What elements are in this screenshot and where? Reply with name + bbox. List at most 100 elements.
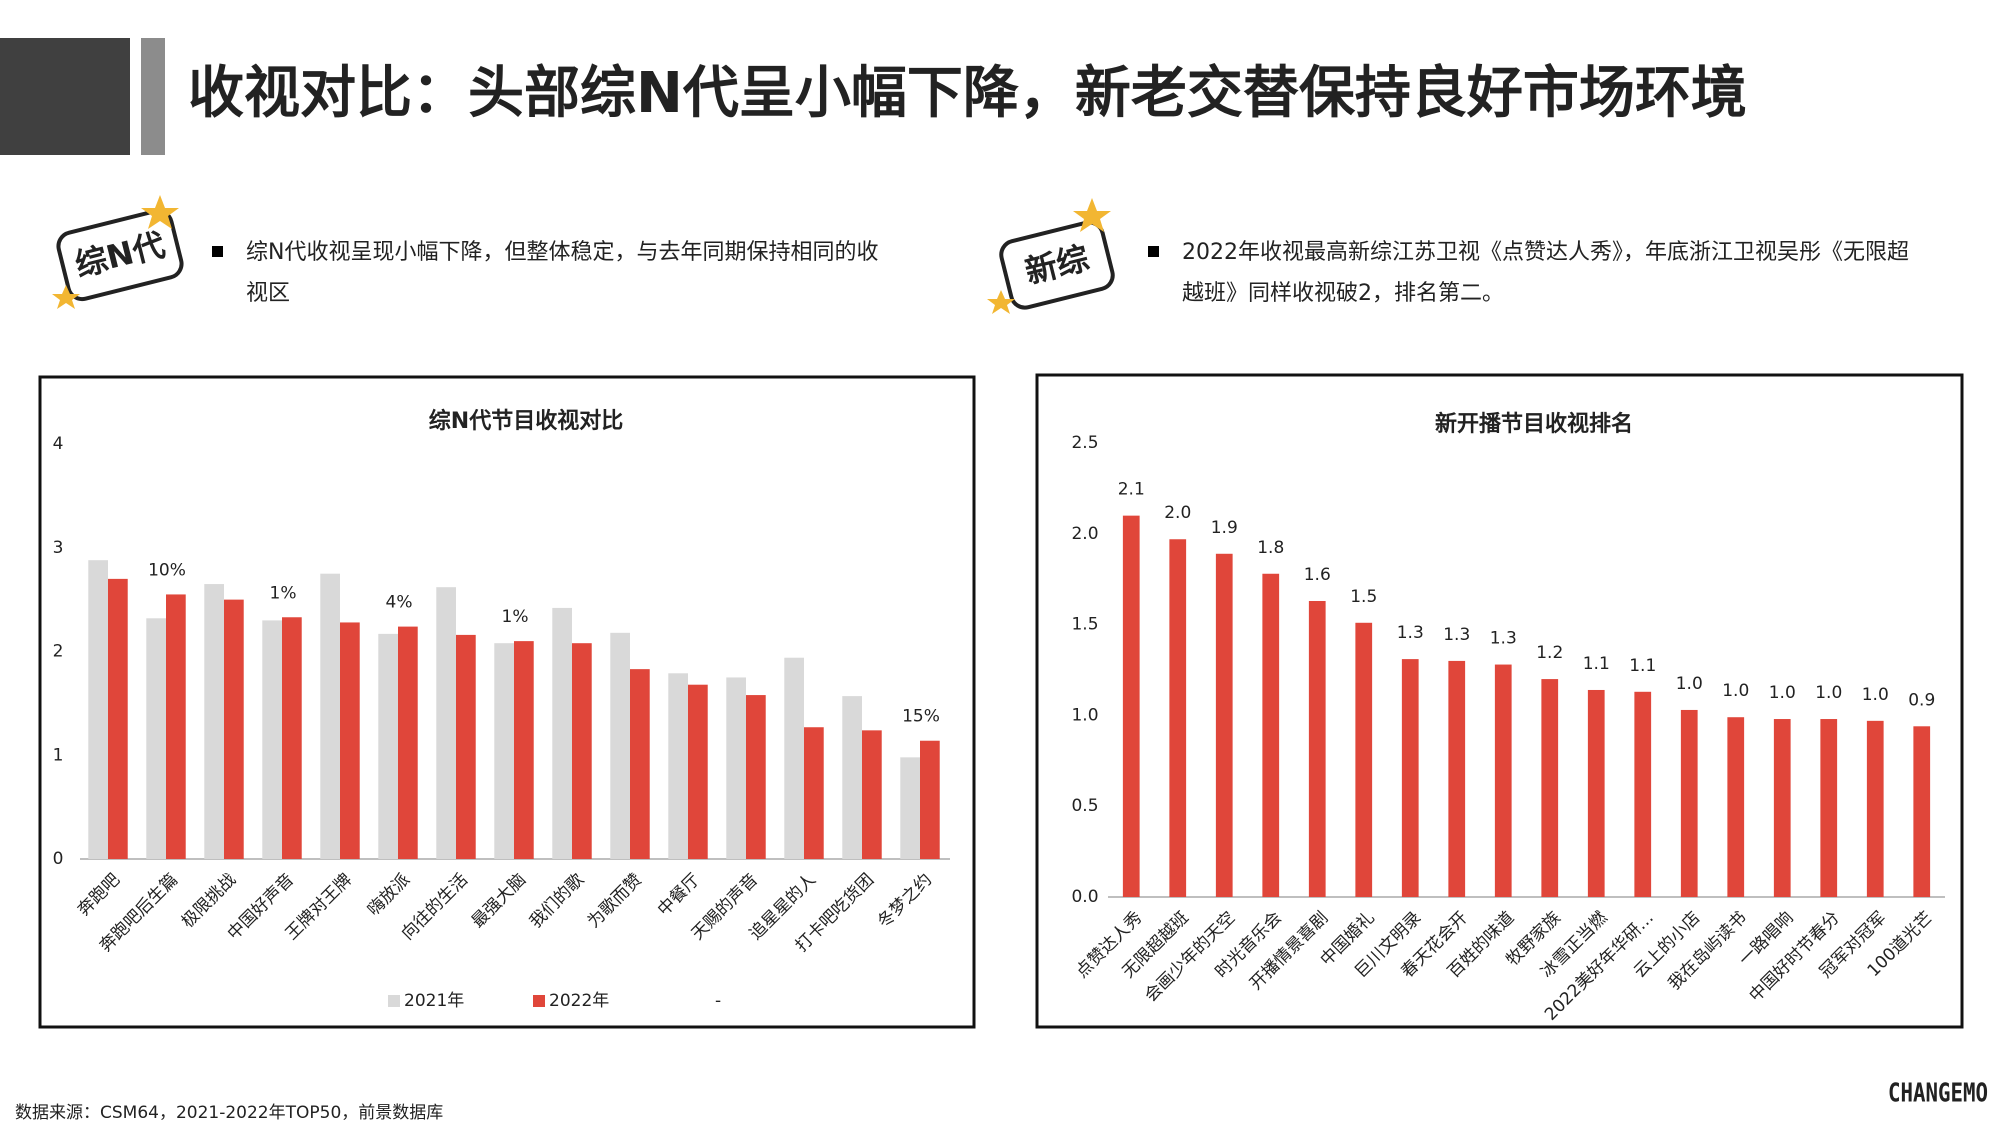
data-label: 0.9 bbox=[1908, 690, 1935, 710]
data-label: 1.0 bbox=[1815, 683, 1842, 703]
data-label: 1.6 bbox=[1304, 565, 1331, 585]
bar bbox=[320, 573, 340, 859]
chart-frame bbox=[1035, 373, 1964, 1029]
data-label: 1% bbox=[502, 607, 529, 627]
legend-label: 2022年 bbox=[549, 991, 609, 1011]
bar bbox=[340, 622, 360, 859]
x-tick-label: 中餐厅 bbox=[654, 870, 704, 920]
legend-label: - bbox=[715, 991, 721, 1011]
data-label: 1.0 bbox=[1722, 681, 1749, 701]
bar bbox=[630, 669, 650, 859]
bar bbox=[1308, 600, 1326, 897]
star bbox=[1073, 198, 1111, 232]
bar bbox=[282, 617, 302, 859]
data-label: 2.1 bbox=[1118, 480, 1145, 500]
chart-title: 新开播节目收视排名 bbox=[1435, 411, 1633, 437]
bar bbox=[1587, 689, 1605, 897]
bar bbox=[804, 727, 824, 859]
y-tick-label: 2 bbox=[53, 642, 64, 662]
bar bbox=[610, 632, 630, 859]
bar bbox=[108, 578, 128, 859]
note-text: 2022年收视最高新综江苏卫视《点赞达人秀》，年底浙江卫视吴彤《无限超 bbox=[1182, 240, 1909, 265]
chart-frame bbox=[38, 375, 976, 1029]
data-label: 1% bbox=[270, 583, 297, 603]
x-tick-label: 嗨放派 bbox=[364, 870, 414, 920]
header-bar bbox=[141, 38, 165, 155]
bar bbox=[1727, 717, 1745, 897]
bullet bbox=[212, 246, 223, 257]
badge-frame bbox=[999, 220, 1115, 310]
bar bbox=[1866, 720, 1884, 897]
note-text: 越班》同样收视破2，排名第二。 bbox=[1182, 281, 1504, 306]
bar bbox=[1355, 622, 1373, 897]
bar bbox=[1494, 664, 1512, 897]
legend-swatch bbox=[699, 995, 711, 1007]
bar bbox=[784, 657, 804, 859]
data-label: 1.2 bbox=[1536, 643, 1563, 663]
y-tick-label: 4 bbox=[53, 434, 64, 454]
data-label: 1.0 bbox=[1769, 683, 1796, 703]
x-tick-label: 最强大脑 bbox=[468, 870, 530, 932]
bar bbox=[1401, 659, 1419, 897]
bar bbox=[1215, 553, 1233, 897]
x-tick-label: 我们的歌 bbox=[526, 870, 588, 932]
bar bbox=[1448, 660, 1466, 897]
bar bbox=[900, 757, 920, 859]
bar bbox=[494, 643, 514, 859]
data-label: 1.5 bbox=[1350, 587, 1377, 607]
bar bbox=[146, 618, 166, 859]
bar bbox=[552, 607, 572, 859]
data-label: 1.0 bbox=[1862, 685, 1889, 705]
y-tick-label: 1.0 bbox=[1071, 705, 1098, 725]
bar bbox=[436, 587, 456, 859]
bar bbox=[262, 620, 282, 859]
data-label: 1.3 bbox=[1490, 629, 1517, 649]
data-label: 1.0 bbox=[1676, 674, 1703, 694]
bar bbox=[378, 633, 398, 859]
y-tick-label: 3 bbox=[53, 538, 64, 558]
header-block bbox=[0, 38, 130, 155]
y-tick-label: 0 bbox=[53, 849, 64, 869]
y-tick-label: 1.5 bbox=[1071, 615, 1098, 635]
y-tick-label: 2.0 bbox=[1071, 524, 1098, 544]
star bbox=[141, 195, 179, 229]
bar bbox=[1680, 709, 1698, 897]
x-tick-label: 为歌而赞 bbox=[584, 870, 646, 932]
star bbox=[987, 290, 1015, 314]
badge: 新综 bbox=[999, 220, 1115, 310]
y-tick-label: 2.5 bbox=[1071, 433, 1098, 453]
bar bbox=[166, 594, 186, 859]
badge: 综N代 bbox=[56, 208, 184, 302]
legend-swatch bbox=[533, 995, 545, 1007]
chart-title: 综N代节目收视对比 bbox=[429, 408, 623, 434]
logo: CHANGEMO bbox=[1888, 1079, 1988, 1109]
data-label: 1.9 bbox=[1211, 518, 1238, 538]
data-label: 4% bbox=[386, 593, 413, 613]
bar bbox=[1262, 573, 1280, 897]
bar bbox=[456, 634, 476, 859]
bar bbox=[1773, 719, 1791, 897]
note-text: 综N代收视呈现小幅下降，但整体稳定，与去年同期保持相同的收 bbox=[246, 240, 878, 265]
note-text: 视区 bbox=[246, 281, 290, 306]
y-tick-label: 0.5 bbox=[1071, 796, 1098, 816]
data-label: 10% bbox=[148, 560, 186, 580]
bar bbox=[726, 677, 746, 859]
bar bbox=[1122, 515, 1140, 897]
data-label: 1.1 bbox=[1629, 656, 1656, 676]
bar bbox=[842, 696, 862, 859]
bar bbox=[398, 626, 418, 859]
bar bbox=[88, 560, 108, 859]
data-label: 1.3 bbox=[1443, 625, 1470, 645]
source: 数据来源：CSM64，2021-2022年TOP50，前景数据库 bbox=[15, 1103, 443, 1123]
bullet bbox=[1148, 246, 1159, 257]
data-label: 1.3 bbox=[1397, 623, 1424, 643]
data-label: 1.8 bbox=[1257, 538, 1284, 558]
bar bbox=[862, 730, 882, 859]
bar bbox=[920, 740, 940, 859]
data-label: 2.0 bbox=[1164, 503, 1191, 523]
bar bbox=[224, 599, 244, 859]
data-label: 15% bbox=[902, 707, 940, 727]
bar bbox=[668, 673, 688, 859]
legend-label: 2021年 bbox=[404, 991, 464, 1011]
